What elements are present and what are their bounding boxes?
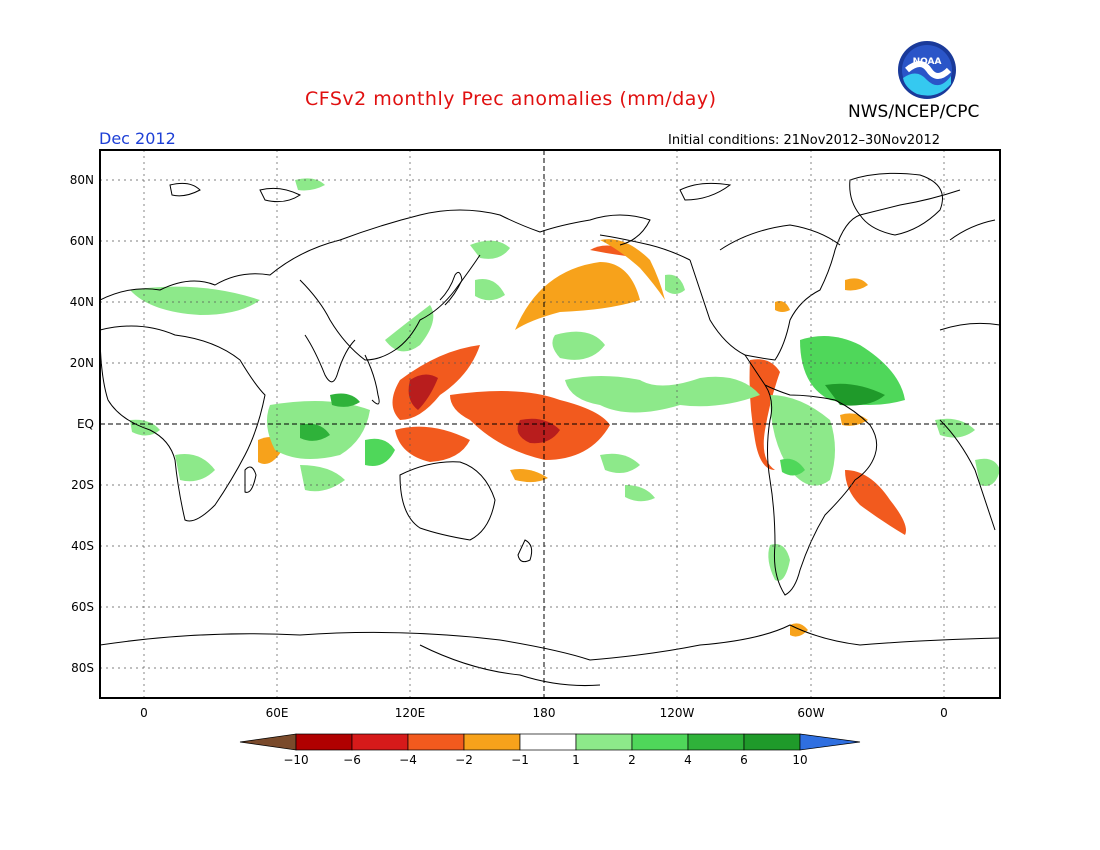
- lat-label: 60N: [70, 234, 94, 248]
- lat-label: 20S: [71, 478, 94, 492]
- equator-dateline: [100, 150, 1000, 698]
- lon-label: 120W: [660, 706, 695, 720]
- colorbar-segment: [519, 733, 577, 751]
- colorbar-label: 2: [628, 753, 636, 767]
- map-title: CFSv2 monthly Prec anomalies (mm/day): [305, 88, 717, 110]
- lon-label: 0: [940, 706, 948, 720]
- colorbar-segment: [631, 733, 689, 751]
- initial-conditions: Initial conditions: 21Nov2012–30Nov2012: [668, 133, 940, 148]
- lat-label: 60S: [71, 600, 94, 614]
- colorbar-right-arrow: [799, 733, 861, 751]
- colorbar-label: −6: [343, 753, 361, 767]
- lon-label: 180: [533, 706, 556, 720]
- colorbar-segment: [743, 733, 801, 751]
- colorbar-left-arrow: [239, 733, 297, 751]
- lat-label: 80S: [71, 661, 94, 675]
- noaa-logo-icon: NOAA: [898, 41, 956, 99]
- colorbar-label: −10: [283, 753, 308, 767]
- lon-label: 120E: [395, 706, 426, 720]
- lat-label: 80N: [70, 173, 94, 187]
- lat-axis: 80N 60N 40N 20N EQ 20S 40S 60S 80S: [70, 173, 94, 675]
- logo-text: NOAA: [913, 57, 942, 67]
- colorbar-segment: [295, 733, 353, 751]
- colorbar-segment: [407, 733, 465, 751]
- colorbar: [239, 733, 861, 751]
- colorbar-label: −2: [455, 753, 473, 767]
- colorbar-labels: −10 −6 −4 −2 −1 1 2 4 6 10: [283, 753, 807, 767]
- colorbar-label: 10: [792, 753, 807, 767]
- lon-label: 60W: [797, 706, 824, 720]
- forecast-month: Dec 2012: [99, 129, 176, 148]
- lat-label: EQ: [77, 417, 94, 431]
- anomaly-shading: [130, 178, 1000, 637]
- gridlines: [100, 150, 1000, 698]
- colorbar-segment: [575, 733, 633, 751]
- colorbar-label: 4: [684, 753, 692, 767]
- colorbar-label: −4: [399, 753, 417, 767]
- lon-axis: 0 60E 120E 180 120W 60W 0: [140, 706, 948, 720]
- lon-label: 0: [140, 706, 148, 720]
- colorbar-label: 6: [740, 753, 748, 767]
- lat-label: 40N: [70, 295, 94, 309]
- lon-label: 60E: [266, 706, 289, 720]
- agency-label: NWS/NCEP/CPC: [848, 102, 980, 122]
- colorbar-label: 1: [572, 753, 580, 767]
- map-frame: [99, 149, 1001, 699]
- lat-label: 40S: [71, 539, 94, 553]
- colorbar-label: −1: [511, 753, 529, 767]
- colorbar-segment: [687, 733, 745, 751]
- colorbar-segment: [351, 733, 409, 751]
- coastlines: [100, 172, 1000, 687]
- colorbar-segment: [463, 733, 521, 751]
- lat-label: 20N: [70, 356, 94, 370]
